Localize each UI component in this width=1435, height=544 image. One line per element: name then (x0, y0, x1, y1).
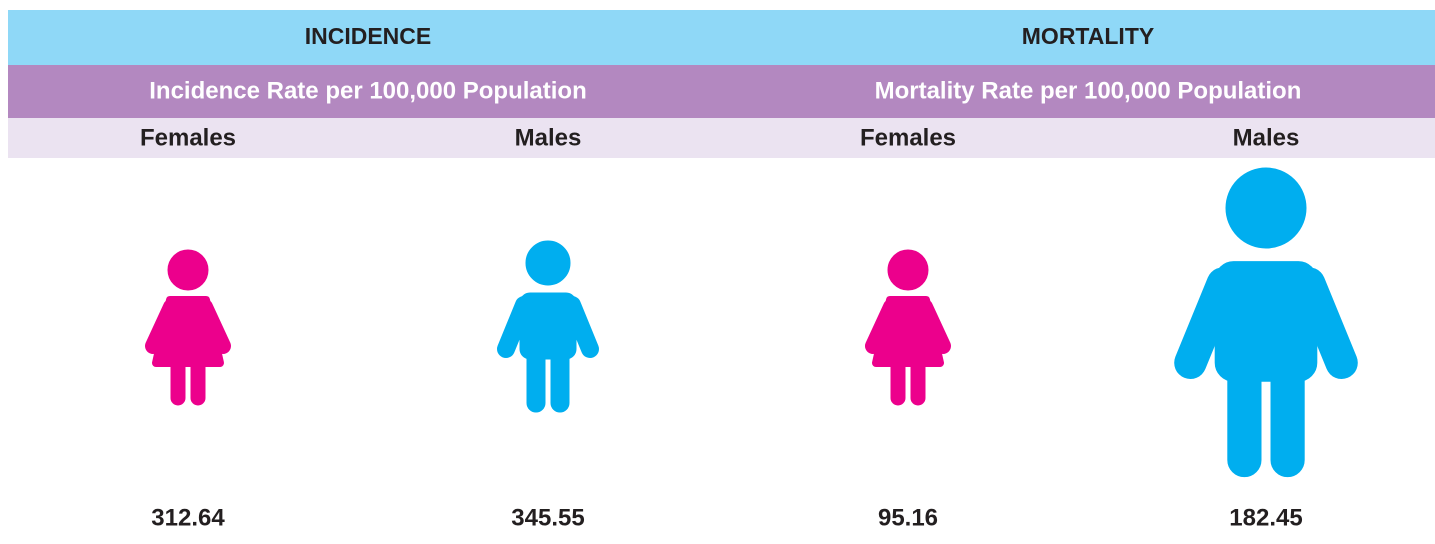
header-band (8, 10, 1435, 65)
group-label: Females (860, 124, 956, 151)
rate-value: 182.45 (1229, 504, 1302, 531)
male-icon (506, 241, 590, 412)
group-label: Males (515, 124, 582, 151)
group-label: Males (1233, 124, 1300, 151)
section-subtitle: Mortality Rate per 100,000 Population (875, 77, 1302, 104)
rate-value: 95.16 (878, 504, 938, 531)
group-band (8, 118, 1435, 158)
content: INCIDENCE Incidence Rate per 100,000 Popu… (140, 23, 1342, 531)
section-title: MORTALITY (1022, 23, 1154, 49)
female-icon (873, 250, 943, 405)
rate-value: 312.64 (151, 504, 225, 531)
group-label: Females (140, 124, 236, 151)
rate-value: 345.55 (511, 504, 584, 531)
subheader-band (8, 65, 1435, 118)
female-icon (153, 250, 223, 405)
male-icon (1190, 168, 1341, 476)
section-subtitle: Incidence Rate per 100,000 Population (149, 77, 586, 104)
section-title: INCIDENCE (305, 23, 432, 49)
